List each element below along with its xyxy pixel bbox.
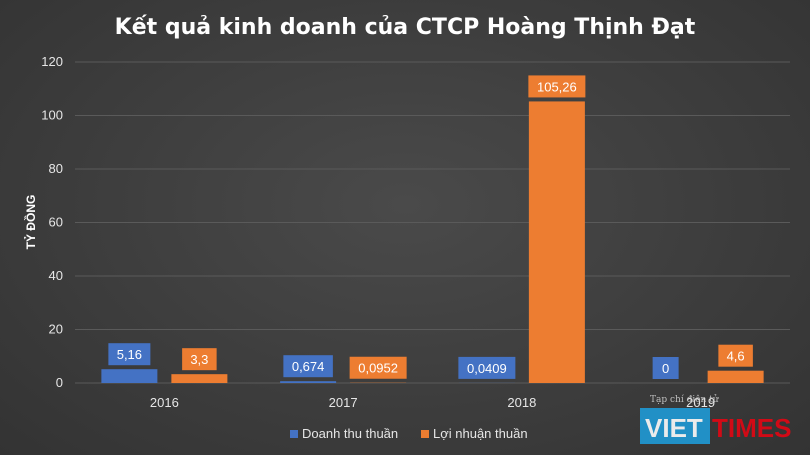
bar [101, 369, 158, 383]
x-tick-label: 2019 [686, 395, 715, 410]
watermark-tagline: Tạp chí điện tử [650, 394, 720, 405]
y-axis-ticks: 0 20 40 60 80 100 120 [41, 54, 63, 390]
data-label: 3,3 [190, 352, 208, 367]
data-label: 4,6 [727, 349, 745, 364]
y-axis-label: TỶ ĐỒNG [23, 195, 38, 250]
bars [101, 101, 764, 383]
y-tick-label: 100 [41, 108, 63, 123]
grid-lines [75, 61, 790, 384]
bar [171, 374, 228, 383]
data-label-box [182, 348, 217, 371]
data-label-box [718, 344, 753, 367]
data-label-box [283, 355, 333, 378]
y-tick-label: 40 [49, 268, 63, 283]
y-tick-label: 20 [49, 322, 63, 337]
x-tick-label: 2017 [329, 395, 358, 410]
x-axis-ticks: 2016 2017 2018 2019 [150, 395, 715, 410]
y-tick-label: 80 [49, 161, 63, 176]
data-label: 0,674 [292, 359, 325, 374]
y-tick-label: 0 [56, 375, 63, 390]
watermark-brand-left: VIET [645, 413, 703, 443]
chart-title: Kết quả kinh doanh của CTCP Hoàng Thịnh … [115, 15, 696, 40]
data-labels: 5,16 3,3 0,674 0,0952 0,0409 105,26 0 4,6 [108, 75, 753, 379]
data-label-box [528, 75, 586, 98]
bar [280, 381, 337, 383]
legend-label-doanh-thu: Doanh thu thuần [302, 426, 398, 441]
data-label-box [349, 356, 407, 379]
x-tick-label: 2018 [507, 395, 536, 410]
bar [707, 370, 764, 383]
bar [528, 101, 585, 383]
watermark-brand-right: TIMES [712, 413, 791, 443]
data-label-box [458, 356, 516, 379]
y-tick-label: 120 [41, 54, 63, 69]
y-tick-label: 60 [49, 215, 63, 230]
data-label: 0,0952 [358, 361, 398, 376]
data-label: 5,16 [117, 347, 142, 362]
legend: Doanh thu thuần Lợi nhuận thuần [290, 426, 528, 441]
legend-swatch-doanh-thu [290, 430, 298, 438]
data-label: 0,0409 [467, 361, 507, 376]
watermark-viet-bg [640, 408, 710, 444]
data-label-box [652, 357, 679, 379]
data-label: 105,26 [537, 79, 577, 94]
data-label-box [108, 343, 151, 366]
viettimes-watermark: Tạp chí điện tử VIET TIMES [640, 394, 791, 444]
legend-label-loi-nhuan: Lợi nhuận thuần [433, 426, 528, 441]
x-tick-label: 2016 [150, 395, 179, 410]
data-label: 0 [662, 361, 669, 376]
legend-swatch-loi-nhuan [421, 430, 429, 438]
